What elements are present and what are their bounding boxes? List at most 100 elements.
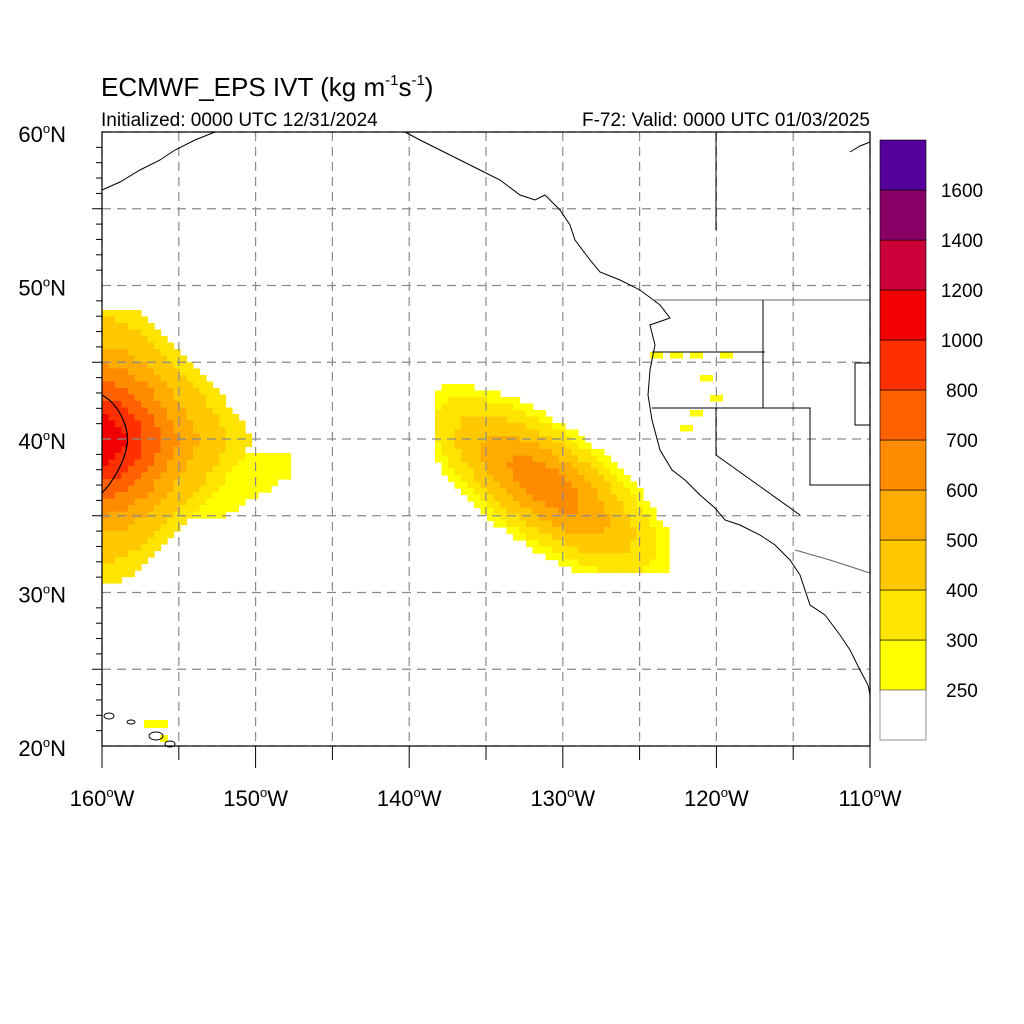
ivt-cell xyxy=(141,388,149,396)
ivt-cell xyxy=(558,468,566,476)
colorbar: 250 300 400 500 600 700 800 1000 1200 1400 1600 xyxy=(879,139,983,741)
ivt-cell xyxy=(245,472,253,480)
ivt-cell xyxy=(578,514,586,522)
ivt-cell xyxy=(219,414,227,422)
ivt-cell xyxy=(552,520,560,528)
ivt-cell xyxy=(597,514,605,522)
ivt-cell xyxy=(493,501,501,509)
ivt-cell xyxy=(147,479,155,487)
ivt-cell xyxy=(180,485,188,493)
ivt-cell xyxy=(565,520,573,528)
ivt-cell xyxy=(115,518,123,526)
ivt-cell xyxy=(435,455,443,463)
ivt-cell xyxy=(539,520,547,528)
ivt-cell xyxy=(461,416,469,424)
ivt-cell xyxy=(154,414,162,422)
ivt-cell xyxy=(108,550,116,558)
ivt-cell xyxy=(591,527,599,535)
ivt-cell xyxy=(108,368,116,376)
ivt-cell xyxy=(173,459,181,467)
ivt-cell xyxy=(565,429,573,437)
ivt-cell xyxy=(160,394,168,402)
ivt-cell xyxy=(238,459,246,467)
ivt-cell xyxy=(251,485,259,493)
ivt-cell xyxy=(532,462,540,470)
ivt-cell xyxy=(225,427,233,435)
ivt-cell xyxy=(493,507,501,515)
ivt-cell xyxy=(662,540,670,548)
ivt-cell xyxy=(121,537,129,545)
ivt-cell xyxy=(617,553,625,561)
ivt-cell xyxy=(121,472,129,480)
ivt-cell xyxy=(604,488,612,496)
ivt-cell xyxy=(571,481,579,489)
ivt-cell xyxy=(180,518,188,526)
ivt-cell xyxy=(578,507,586,515)
ivt-cell xyxy=(623,559,631,567)
ivt-cell xyxy=(108,329,116,337)
ivt-cell xyxy=(448,468,456,476)
ivt-cell xyxy=(108,342,116,350)
ivt-cell xyxy=(128,563,136,571)
ivt-cell xyxy=(656,533,664,541)
ivt-cell xyxy=(108,498,116,506)
ca-nv-border xyxy=(715,408,801,516)
ivt-cell xyxy=(128,316,136,324)
ivt-cell xyxy=(623,475,631,483)
hudson-coast xyxy=(849,141,871,153)
ivt-cell xyxy=(610,527,618,535)
ivt-cell xyxy=(251,453,259,461)
ivt-cell xyxy=(565,475,573,483)
ivt-cell xyxy=(435,390,443,398)
ivt-cell xyxy=(571,449,579,457)
ivt-cell xyxy=(623,488,631,496)
ivt-cell xyxy=(121,550,129,558)
ivt-cell xyxy=(212,414,220,422)
ivt-cell xyxy=(493,514,501,522)
ivt-cell xyxy=(513,436,521,444)
ivt-cell xyxy=(128,368,136,376)
ivt-cell xyxy=(532,507,540,515)
ivt-cell xyxy=(506,475,514,483)
ivt-cell xyxy=(134,531,142,539)
ivt-cell xyxy=(186,485,194,493)
ivt-cell xyxy=(141,427,149,435)
ivt-cell xyxy=(199,466,207,474)
ivt-cell xyxy=(513,527,521,535)
ivt-cell xyxy=(284,459,292,467)
ivt-cell xyxy=(552,527,560,535)
ivt-cell xyxy=(128,518,136,526)
ivt-cell xyxy=(108,557,116,565)
ivt-cell xyxy=(454,481,462,489)
ivt-cell xyxy=(160,498,168,506)
ivt-cell xyxy=(565,507,573,515)
ivt-cell xyxy=(539,527,547,535)
ivt-cell xyxy=(173,420,181,428)
ivt-cell xyxy=(461,488,469,496)
ivt-cell xyxy=(571,559,579,567)
ivt-cell xyxy=(141,407,149,415)
ivt-cell xyxy=(467,475,475,483)
ivt-cell xyxy=(219,511,227,519)
ivt-cell xyxy=(128,459,136,467)
ivt-cell xyxy=(128,453,136,461)
ivt-cell xyxy=(141,544,149,552)
ivt-cell xyxy=(461,455,469,463)
ivt-cell xyxy=(141,485,149,493)
ivt-cell xyxy=(630,553,638,561)
ivt-cell xyxy=(128,472,136,480)
ivt-cell xyxy=(212,511,220,519)
ivt-cell xyxy=(617,488,625,496)
ivt-cell xyxy=(578,494,586,502)
ivt-cell xyxy=(167,485,175,493)
ivt-cell xyxy=(121,388,129,396)
ivt-cell xyxy=(630,481,638,489)
ivt-cell xyxy=(623,494,631,502)
ivt-cell xyxy=(441,403,449,411)
lon-tick-label: 110oW xyxy=(838,785,901,811)
ivt-cell xyxy=(193,466,201,474)
valid-time-label: F-72: Valid: 0000 UTC 01/03/2025 xyxy=(582,110,870,131)
ivt-cell xyxy=(186,492,194,500)
ivt-cell xyxy=(539,416,547,424)
ivt-cell xyxy=(186,459,194,467)
